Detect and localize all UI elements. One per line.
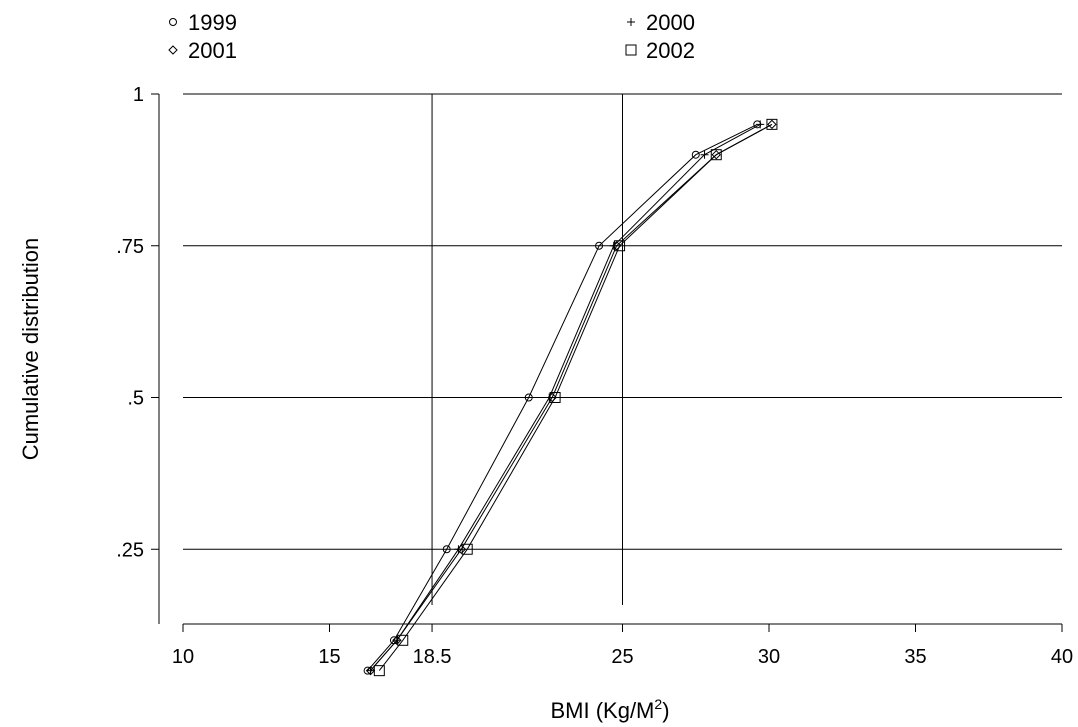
data-point-1999 — [442, 545, 451, 554]
y-tick-label: .5 — [127, 388, 144, 410]
data-point-1999 — [524, 393, 533, 402]
legend-marker-2001 — [168, 45, 178, 55]
legend-label-2001: 2001 — [188, 38, 237, 63]
legend-marker-1999 — [169, 18, 177, 26]
legend-label-1999: 1999 — [188, 10, 237, 35]
grid-lines — [183, 93, 1062, 605]
y-axis-title: Cumulative distribution — [18, 238, 43, 461]
y-tick-label: .75 — [116, 236, 144, 258]
x-tick-label: 10 — [172, 646, 194, 668]
y-tick-label: 1 — [133, 84, 144, 106]
data-point-2000 — [700, 150, 709, 159]
x-axis-title: BMI (Kg/M2) — [550, 696, 669, 723]
data-point-2000 — [366, 666, 375, 675]
x-tick-label: 30 — [758, 646, 780, 668]
legend: 1999 2000 2001 2002 — [168, 10, 695, 63]
data-point-2001 — [456, 544, 467, 554]
data-point-2000 — [756, 120, 765, 129]
data-point-2002 — [397, 634, 409, 646]
x-tick-label: 15 — [318, 646, 340, 668]
legend-label-2000: 2000 — [646, 10, 695, 35]
data-point-2002 — [461, 543, 473, 555]
x-axis-title-main: BMI (Kg/M — [550, 698, 654, 723]
legend-marker-2000 — [627, 18, 635, 26]
legend-marker-2002 — [625, 44, 637, 56]
data-point-2002 — [710, 149, 722, 161]
x-tick-label: 35 — [904, 646, 926, 668]
series-line-2002 — [378, 123, 773, 671]
x-axis-title-end: ) — [662, 698, 669, 723]
data-point-2002 — [549, 392, 561, 403]
axes: .25 .5 .75 1 10 15 18.5 25 30 35 40 — [116, 84, 1073, 668]
data-point-2002 — [373, 665, 385, 677]
legend-label-2002: 2002 — [646, 38, 695, 63]
data-point-2001 — [611, 241, 622, 251]
x-tick-label: 40 — [1051, 646, 1073, 668]
data-point-1999 — [691, 150, 700, 159]
x-axis-title-superscript: 2 — [654, 696, 662, 712]
y-tick-label: .25 — [116, 539, 144, 561]
x-tick-label: 25 — [611, 646, 633, 668]
data-point-2001 — [392, 635, 402, 646]
data-point-1999 — [595, 241, 604, 250]
data-point-2001 — [547, 392, 557, 403]
data-point-2001 — [365, 665, 376, 676]
x-tick-label: 18.5 — [413, 646, 452, 668]
series-group — [363, 118, 778, 677]
data-point-2002 — [614, 240, 626, 252]
data-point-2001 — [767, 119, 777, 130]
data-point-2002 — [766, 118, 778, 130]
